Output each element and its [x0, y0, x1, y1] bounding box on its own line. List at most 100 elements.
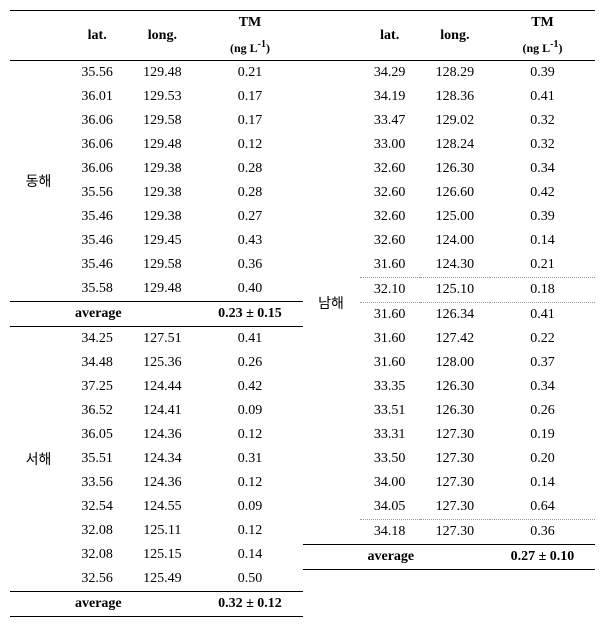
cell-lon: 128.24	[420, 133, 490, 157]
cell-tm: 0.41	[490, 303, 595, 328]
cell-lon: 129.02	[420, 109, 490, 133]
cell-tm: 0.14	[490, 471, 595, 495]
cell-lat: 37.25	[67, 375, 127, 399]
cell-lat: 35.56	[67, 181, 127, 205]
cell-lon: 129.38	[127, 205, 197, 229]
average-label: average	[67, 592, 197, 617]
cell-lon: 127.51	[127, 327, 197, 352]
cell-lon: 127.30	[420, 423, 490, 447]
cell-lon: 127.30	[420, 471, 490, 495]
cell-lon: 126.30	[420, 399, 490, 423]
cell-lat: 35.56	[67, 61, 127, 86]
cell-tm: 0.27	[197, 205, 302, 229]
cell-lat: 34.00	[360, 471, 420, 495]
cell-tm: 0.43	[197, 229, 302, 253]
cell-lon: 126.60	[420, 181, 490, 205]
cell-lat: 33.47	[360, 109, 420, 133]
cell-lon: 126.34	[420, 303, 490, 328]
cell-tm: 0.14	[197, 543, 302, 567]
cell-tm: 0.17	[197, 85, 302, 109]
cell-tm: 0.28	[197, 157, 302, 181]
cell-tm: 0.36	[197, 253, 302, 277]
cell-lon: 127.30	[420, 520, 490, 545]
cell-lon: 129.58	[127, 253, 197, 277]
cell-lat: 34.19	[360, 85, 420, 109]
left-table: lat. long. TM (ng L-1) 동해35.56129.480.21…	[10, 10, 303, 617]
cell-lat: 35.46	[67, 229, 127, 253]
average-value: 0.32 ± 0.12	[197, 592, 302, 617]
cell-lat: 31.60	[360, 303, 420, 328]
cell-tm: 0.21	[490, 253, 595, 278]
cell-lat: 33.50	[360, 447, 420, 471]
col-tm-unit: (ng L-1)	[490, 35, 595, 61]
table-row: 서해34.25127.510.41	[10, 327, 303, 352]
cell-lon: 126.30	[420, 375, 490, 399]
cell-lat: 31.60	[360, 253, 420, 278]
col-long: long.	[127, 11, 197, 61]
cell-lat: 33.31	[360, 423, 420, 447]
table-row: 남해34.29128.290.39	[303, 61, 596, 86]
col-region	[10, 11, 67, 61]
cell-lon: 128.00	[420, 351, 490, 375]
cell-tm: 0.09	[197, 495, 302, 519]
cell-lon: 125.11	[127, 519, 197, 543]
cell-lat: 35.58	[67, 277, 127, 302]
cell-lon: 127.42	[420, 327, 490, 351]
cell-tm: 0.12	[197, 423, 302, 447]
cell-lon: 129.58	[127, 109, 197, 133]
cell-tm: 0.22	[490, 327, 595, 351]
cell-tm: 0.40	[197, 277, 302, 302]
cell-lat: 32.08	[67, 519, 127, 543]
cell-lat: 36.05	[67, 423, 127, 447]
cell-lat: 31.60	[360, 351, 420, 375]
cell-tm: 0.42	[197, 375, 302, 399]
cell-lon: 125.15	[127, 543, 197, 567]
cell-lon: 126.30	[420, 157, 490, 181]
cell-lon: 125.00	[420, 205, 490, 229]
cell-lat: 32.10	[360, 278, 420, 303]
cell-lon: 127.30	[420, 447, 490, 471]
cell-lat: 36.06	[67, 109, 127, 133]
average-value: 0.27 ± 0.10	[490, 545, 595, 570]
cell-lon: 129.53	[127, 85, 197, 109]
cell-lat: 34.29	[360, 61, 420, 86]
cell-lon: 124.36	[127, 423, 197, 447]
cell-lon: 124.41	[127, 399, 197, 423]
region-label: 서해	[10, 327, 67, 592]
cell-lat: 33.56	[67, 471, 127, 495]
average-value: 0.23 ± 0.15	[197, 302, 302, 327]
cell-lon: 124.30	[420, 253, 490, 278]
cell-tm: 0.12	[197, 133, 302, 157]
region-label: 남해	[303, 61, 360, 545]
cell-lat: 35.46	[67, 205, 127, 229]
right-table: lat. long. TM (ng L-1) 남해34.29128.290.39…	[303, 10, 596, 617]
cell-lon: 129.38	[127, 157, 197, 181]
cell-tm: 0.28	[197, 181, 302, 205]
cell-tm: 0.19	[490, 423, 595, 447]
cell-tm: 0.32	[490, 109, 595, 133]
col-lat: lat.	[360, 11, 420, 61]
col-tm: TM	[197, 11, 302, 36]
col-tm: TM	[490, 11, 595, 36]
cell-tm: 0.18	[490, 278, 595, 303]
cell-tm: 0.26	[197, 351, 302, 375]
region-label: 동해	[10, 61, 67, 302]
cell-lat: 34.05	[360, 495, 420, 520]
average-row: average0.32 ± 0.12	[10, 592, 303, 617]
cell-tm: 0.36	[490, 520, 595, 545]
cell-lon: 125.10	[420, 278, 490, 303]
cell-lat: 32.60	[360, 205, 420, 229]
cell-lat: 34.18	[360, 520, 420, 545]
data-table: lat. long. TM (ng L-1) 동해35.56129.480.21…	[10, 10, 595, 617]
cell-lon: 124.55	[127, 495, 197, 519]
average-label: average	[360, 545, 490, 570]
cell-lon: 129.38	[127, 181, 197, 205]
cell-lat: 34.25	[67, 327, 127, 352]
cell-tm: 0.09	[197, 399, 302, 423]
cell-lat: 32.60	[360, 229, 420, 253]
cell-tm: 0.39	[490, 205, 595, 229]
cell-tm: 0.34	[490, 157, 595, 181]
cell-lat: 32.60	[360, 157, 420, 181]
cell-lat: 32.60	[360, 181, 420, 205]
cell-tm: 0.26	[490, 399, 595, 423]
